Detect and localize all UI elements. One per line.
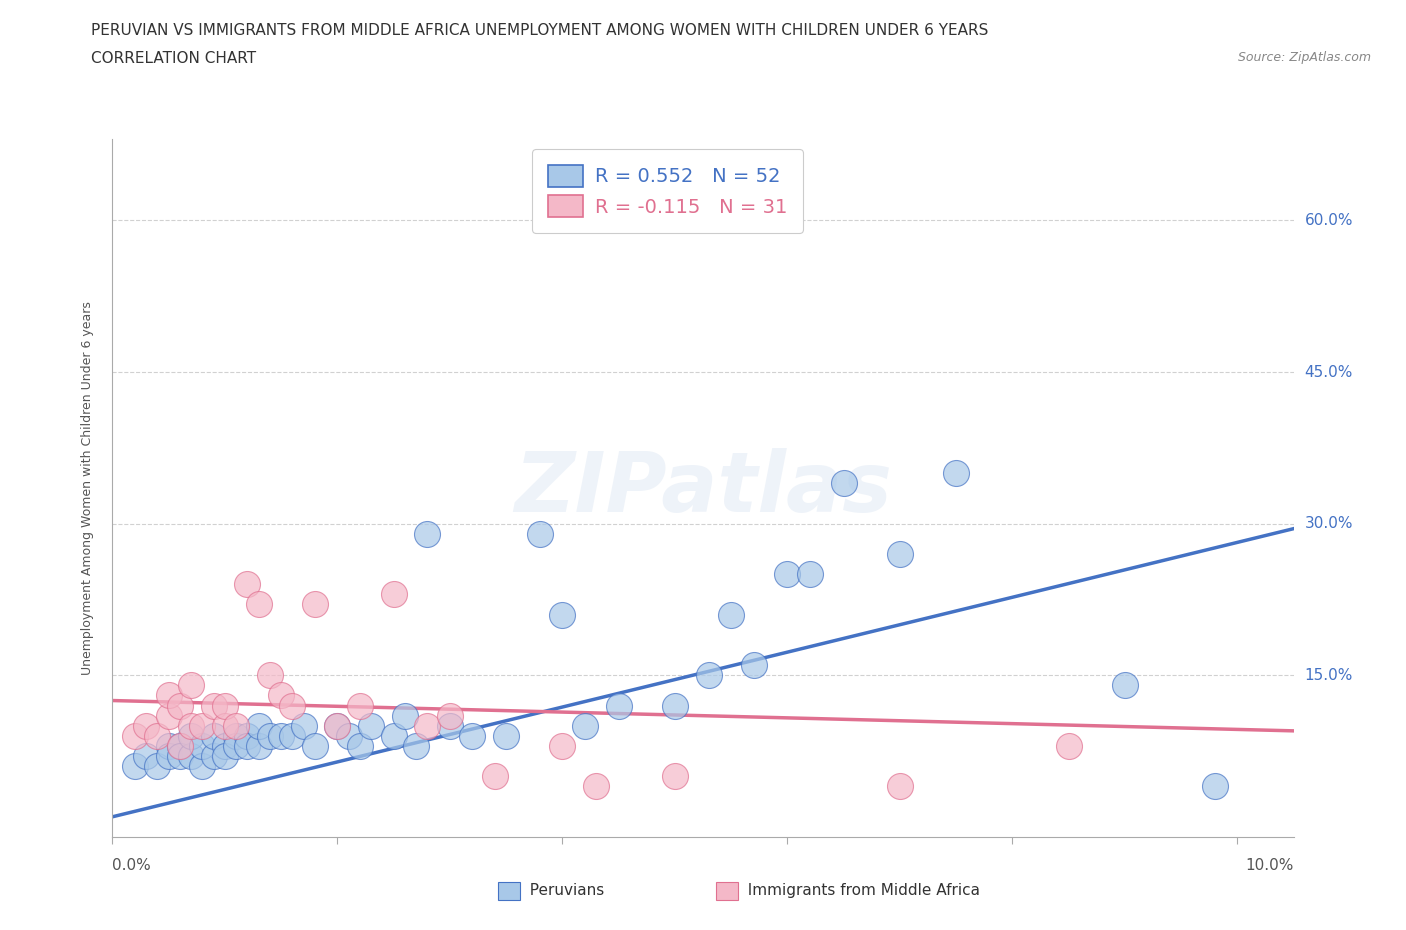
Point [202,728,225,743]
Point [360,718,382,733]
Point [349,738,371,753]
Point [1114,678,1136,693]
Point [281,728,304,743]
Text: ZIPatlas: ZIPatlas [515,447,891,529]
Point [382,587,405,602]
Text: Immigrants from Middle Africa: Immigrants from Middle Africa [738,884,980,898]
Point [180,749,202,764]
Point [461,728,484,743]
Point [259,668,281,683]
Point [281,698,304,713]
Point [664,769,686,784]
Point [337,728,360,743]
Point [225,738,247,753]
Point [416,526,439,541]
Point [191,738,214,753]
Point [945,466,967,481]
Point [720,607,742,622]
Point [202,698,225,713]
Text: 30.0%: 30.0% [1305,516,1353,531]
Point [551,738,574,753]
Point [236,577,259,591]
Point [180,718,202,733]
Point [157,738,180,753]
Text: CORRELATION CHART: CORRELATION CHART [91,51,256,66]
Point [889,779,911,794]
Point [180,728,202,743]
Legend: R = 0.552   N = 52, R = -0.115   N = 31: R = 0.552 N = 52, R = -0.115 N = 31 [533,149,803,233]
Point [439,718,461,733]
Point [247,718,270,733]
Point [607,698,630,713]
Point [416,718,439,733]
Point [326,718,349,733]
Point [484,769,506,784]
Point [191,718,214,733]
Point [135,718,157,733]
Point [270,688,292,703]
Point [214,749,236,764]
Point [157,688,180,703]
Point [236,738,259,753]
Text: 45.0%: 45.0% [1305,365,1353,379]
Point [146,728,169,743]
Point [664,698,686,713]
Point [169,698,191,713]
Point [585,779,607,794]
Point [225,728,247,743]
Text: 10.0%: 10.0% [1246,857,1294,872]
Text: PERUVIAN VS IMMIGRANTS FROM MIDDLE AFRICA UNEMPLOYMENT AMONG WOMEN WITH CHILDREN: PERUVIAN VS IMMIGRANTS FROM MIDDLE AFRIC… [91,23,988,38]
Point [382,728,405,743]
Point [247,597,270,612]
Point [124,759,146,774]
Text: 15.0%: 15.0% [1305,668,1353,683]
Text: 60.0%: 60.0% [1305,213,1353,228]
Point [574,718,596,733]
Point [202,749,225,764]
Point [259,728,281,743]
Point [169,738,191,753]
Point [405,738,427,753]
Point [1204,779,1226,794]
Point [124,728,146,743]
Point [225,718,247,733]
Point [135,749,157,764]
Point [146,759,169,774]
Point [157,709,180,724]
Point [270,728,292,743]
Point [551,607,574,622]
Point [832,476,855,491]
Point [697,668,720,683]
Point [304,597,326,612]
Point [157,749,180,764]
Point [495,728,517,743]
Point [776,566,799,581]
Point [529,526,551,541]
Point [169,749,191,764]
Text: 0.0%: 0.0% [112,857,152,872]
Point [180,678,202,693]
Text: Source: ZipAtlas.com: Source: ZipAtlas.com [1237,51,1371,64]
Point [394,709,416,724]
Point [326,718,349,733]
Point [236,728,259,743]
Point [292,718,315,733]
Point [214,698,236,713]
Point [304,738,326,753]
Point [742,658,765,672]
Y-axis label: Unemployment Among Women with Children Under 6 years: Unemployment Among Women with Children U… [82,301,94,675]
Point [349,698,371,713]
Point [1057,738,1080,753]
Point [191,759,214,774]
Point [439,709,461,724]
Text: Peruvians: Peruvians [520,884,605,898]
Point [247,738,270,753]
Point [889,547,911,562]
Point [799,566,821,581]
Point [214,738,236,753]
Point [214,718,236,733]
Point [169,738,191,753]
